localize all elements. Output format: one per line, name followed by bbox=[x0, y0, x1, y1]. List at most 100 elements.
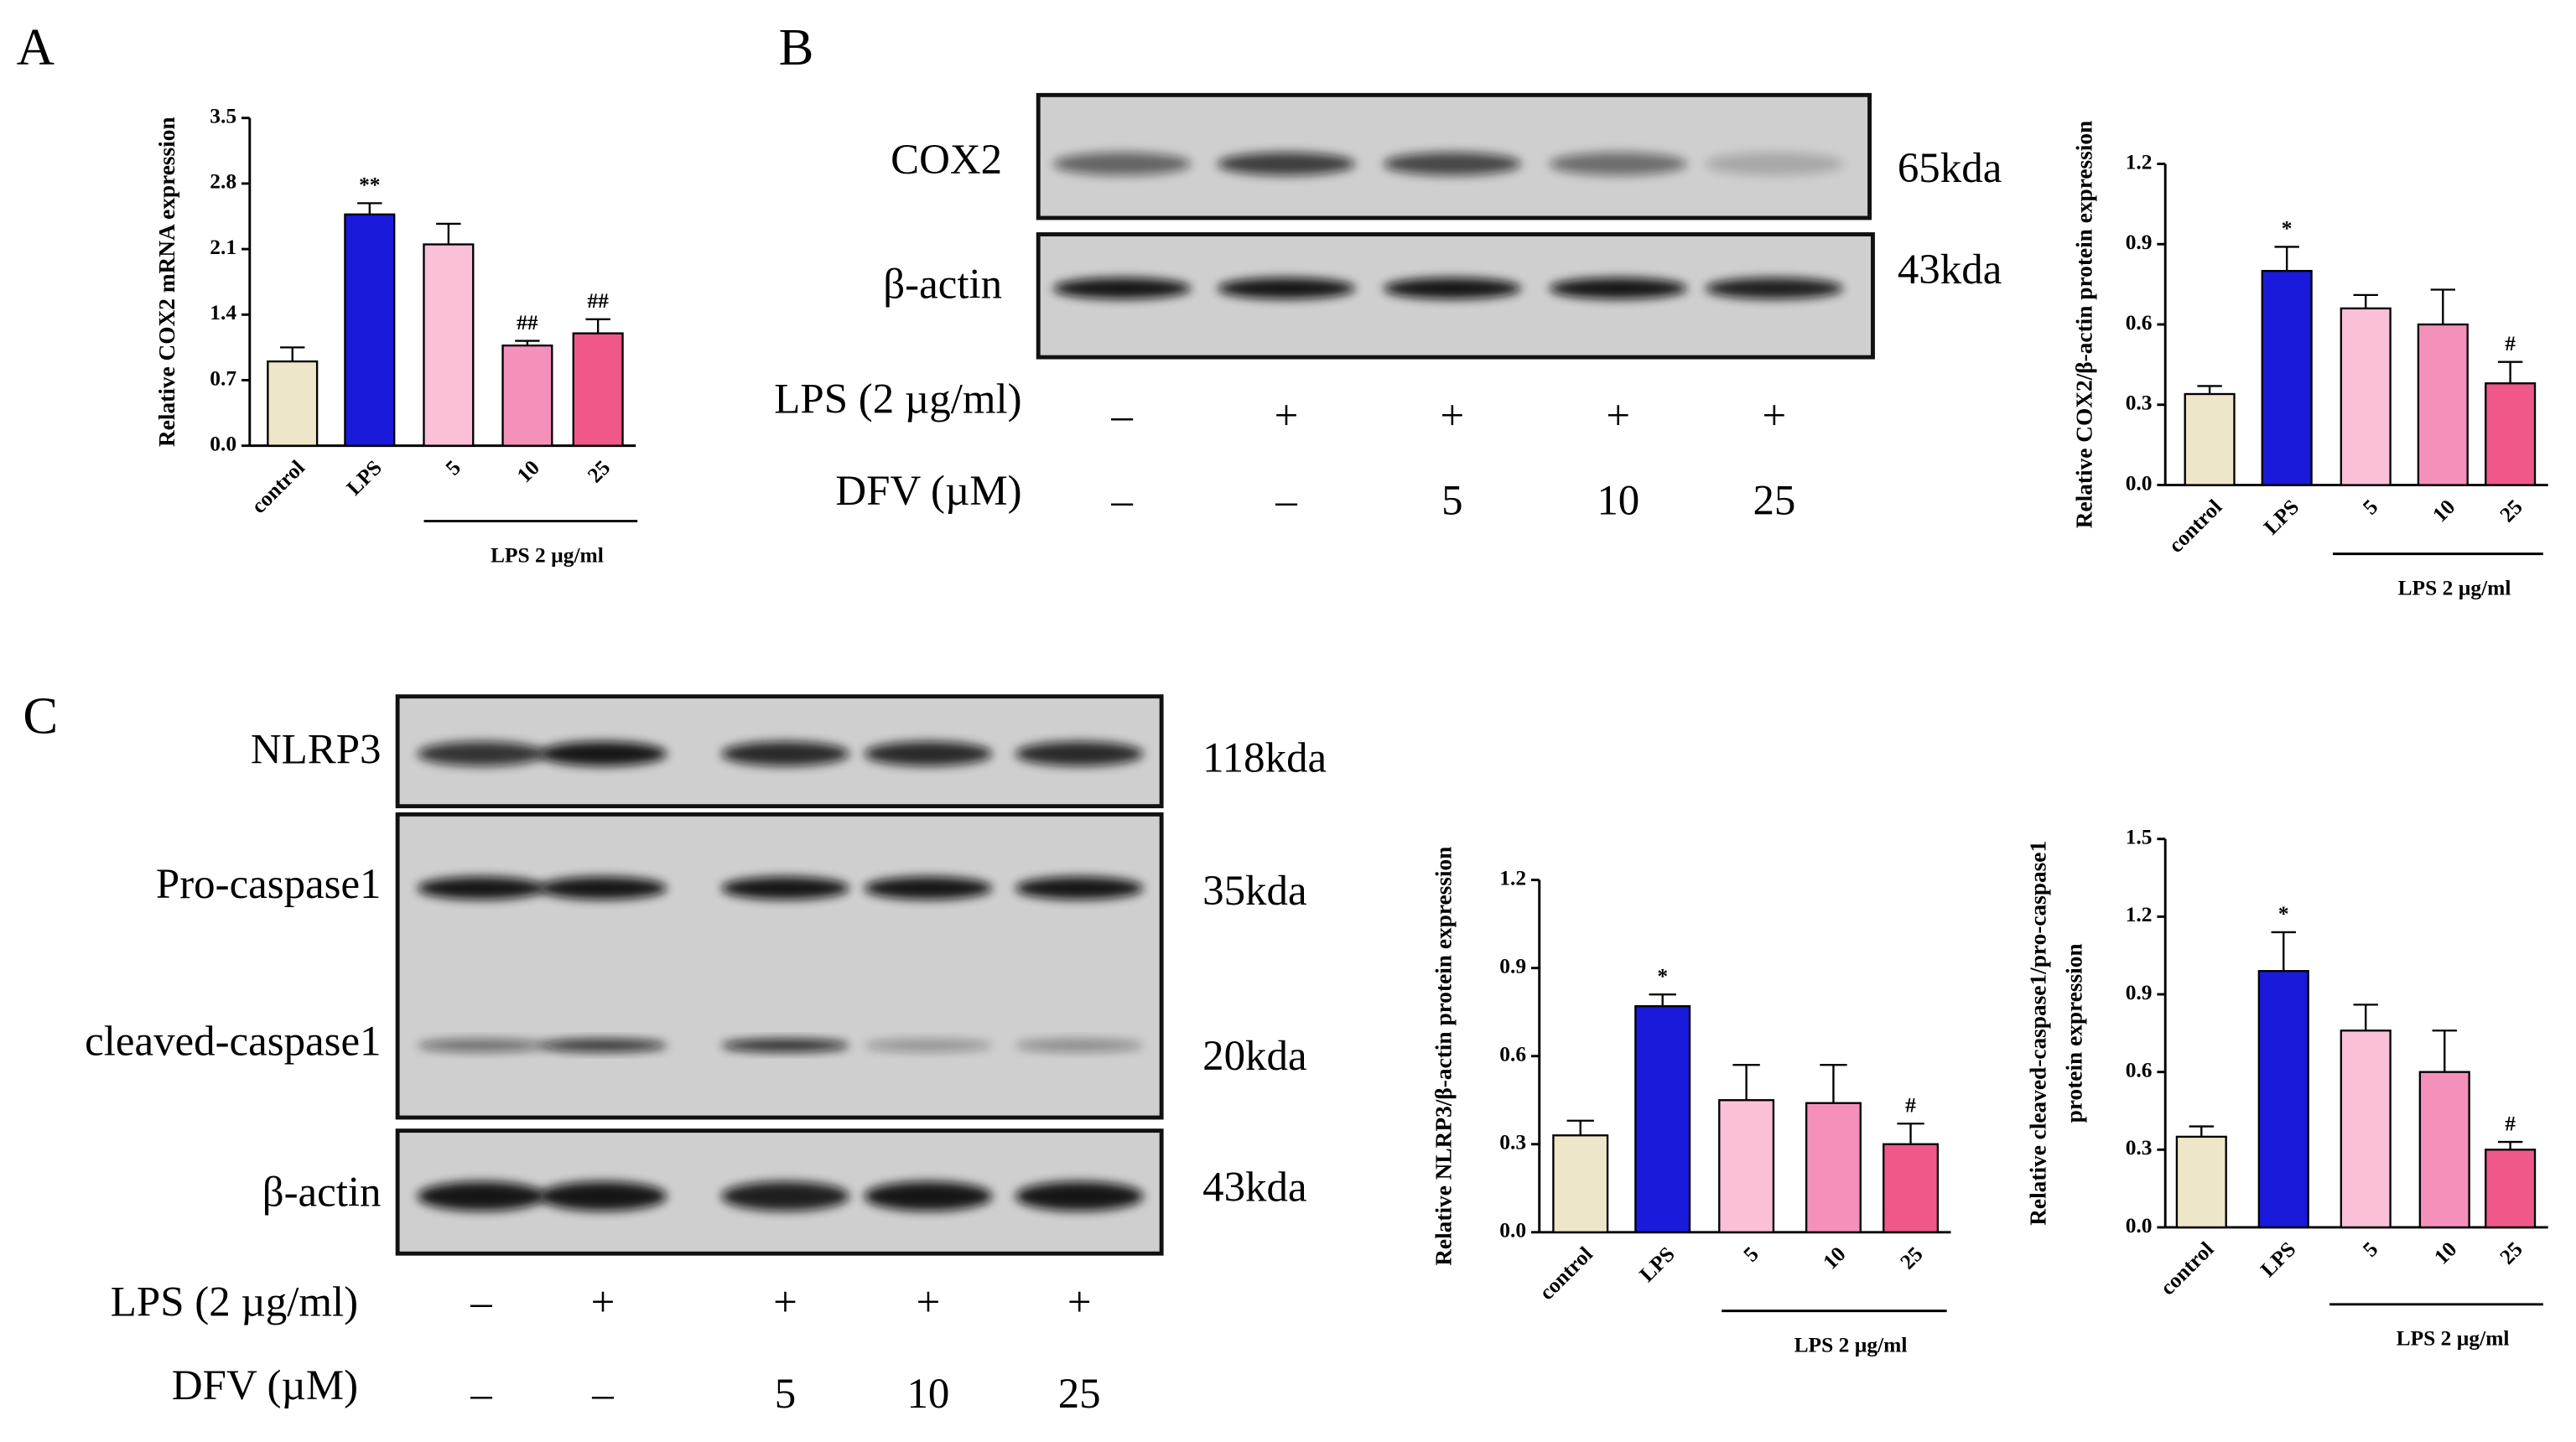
y-tick-label: 1.2 bbox=[2126, 149, 2153, 174]
y-tick-label: 2.8 bbox=[210, 169, 236, 194]
error-bar bbox=[2497, 1140, 2523, 1150]
group-label: LPS 2 µg/ml bbox=[2397, 1326, 2510, 1351]
treatment-value: – bbox=[470, 1279, 492, 1325]
blot-band bbox=[538, 876, 667, 900]
bar bbox=[1805, 1102, 1862, 1233]
bar bbox=[1718, 1099, 1775, 1233]
y-tick-label: 0.3 bbox=[1499, 1130, 1526, 1154]
bar bbox=[344, 213, 396, 447]
blot-band bbox=[417, 1039, 546, 1052]
error-bar bbox=[515, 340, 540, 346]
treatment-value: – bbox=[1110, 478, 1133, 525]
treatment-value: + bbox=[1067, 1279, 1092, 1325]
bar bbox=[267, 360, 319, 447]
bar bbox=[1883, 1143, 1940, 1233]
y-tick-label: 0.6 bbox=[2126, 310, 2153, 335]
y-tick-label: 1.2 bbox=[1499, 865, 1526, 890]
protein-label: β-actin bbox=[262, 1170, 382, 1216]
bar bbox=[423, 243, 475, 447]
error-bar bbox=[2353, 293, 2378, 309]
error-bar bbox=[2197, 385, 2222, 395]
treatment-value: + bbox=[1275, 392, 1299, 439]
panel-label: B bbox=[779, 18, 814, 76]
error-bar bbox=[1649, 993, 1676, 1007]
x-tick-label: LPS bbox=[2256, 1237, 2301, 1281]
blot-band bbox=[1383, 152, 1522, 176]
blot-band bbox=[1015, 1181, 1144, 1211]
treatment-value: 5 bbox=[775, 1371, 796, 1418]
significance-label: * bbox=[2282, 216, 2293, 241]
treatment-value: + bbox=[1441, 392, 1465, 439]
blot-band bbox=[1549, 152, 1688, 176]
group-label: LPS 2 µg/ml bbox=[491, 542, 604, 567]
blot-band bbox=[1705, 152, 1844, 176]
treatment-value: – bbox=[591, 1371, 614, 1418]
error-bar bbox=[2274, 246, 2299, 272]
x-tick-label: 5 bbox=[1738, 1242, 1763, 1266]
bar bbox=[2418, 1071, 2470, 1229]
y-tick-label: 0.6 bbox=[1499, 1042, 1526, 1066]
bar bbox=[572, 332, 624, 447]
significance-label: ## bbox=[587, 288, 609, 313]
blot-membrane bbox=[395, 812, 1164, 1120]
bar bbox=[2261, 269, 2313, 486]
x-tick-label: 10 bbox=[2429, 1237, 2462, 1268]
blot-band bbox=[538, 1039, 667, 1052]
error-bar bbox=[1566, 1119, 1594, 1136]
y-tick-label: 0.7 bbox=[210, 366, 236, 390]
x-tick-label: LPS bbox=[2259, 495, 2304, 539]
protein-label: β-actin bbox=[883, 262, 1002, 309]
treatment-label: DFV (µM) bbox=[835, 468, 1021, 515]
error-bar bbox=[2432, 1030, 2457, 1072]
blot-band bbox=[1015, 876, 1144, 900]
treatment-value: + bbox=[1606, 392, 1630, 439]
error-bar bbox=[436, 222, 461, 245]
blot-band bbox=[721, 741, 849, 766]
blot-band bbox=[1217, 152, 1356, 176]
x-tick-label: control bbox=[1535, 1242, 1597, 1305]
blot-band bbox=[864, 741, 993, 766]
error-bar bbox=[1732, 1064, 1760, 1101]
treatment-value: 10 bbox=[1597, 478, 1639, 525]
bar bbox=[501, 344, 553, 447]
y-axis-label: Relative NLRP3/β-actin protein expressio… bbox=[1431, 847, 1456, 1266]
error-bar bbox=[2271, 931, 2296, 972]
blot-band bbox=[1015, 741, 1144, 766]
x-tick-label: control bbox=[2155, 1237, 2218, 1299]
panel-label: A bbox=[17, 18, 55, 76]
blot-band bbox=[1052, 152, 1192, 176]
y-axis-label: Relative COX2/β-actin protein expression bbox=[2071, 121, 2096, 529]
significance-label: * bbox=[1657, 963, 1668, 988]
error-bar bbox=[2189, 1125, 2214, 1137]
treatment-value: – bbox=[1275, 478, 1297, 525]
y-tick-label: 1.5 bbox=[2126, 825, 2153, 849]
treatment-label: LPS (2 µg/ml) bbox=[774, 376, 1021, 423]
x-tick-label: 25 bbox=[1895, 1242, 1928, 1273]
treatment-value: 25 bbox=[1058, 1371, 1101, 1418]
protein-label: COX2 bbox=[891, 137, 1002, 184]
panel-label: C bbox=[23, 686, 58, 744]
y-tick-label: 0.9 bbox=[2126, 230, 2153, 254]
y-tick-label: 1.2 bbox=[2126, 902, 2153, 926]
significance-label: ** bbox=[359, 173, 380, 197]
x-tick-label: 10 bbox=[1818, 1242, 1851, 1273]
size-label: 20kda bbox=[1202, 1033, 1306, 1080]
error-bar bbox=[585, 318, 610, 334]
y-tick-label: 1.4 bbox=[210, 300, 236, 324]
x-tick-label: 10 bbox=[2428, 495, 2460, 526]
significance-label: # bbox=[2505, 331, 2516, 355]
treatment-value: – bbox=[1110, 392, 1133, 439]
size-label: 118kda bbox=[1202, 735, 1327, 782]
bar bbox=[2257, 970, 2309, 1229]
y-tick-label: 0.0 bbox=[1499, 1218, 1526, 1242]
blot-band bbox=[1015, 1039, 1144, 1052]
bar bbox=[2184, 392, 2236, 486]
blot-band bbox=[417, 876, 546, 900]
error-bar bbox=[357, 202, 382, 215]
y-axis-label: Relative COX2 mRNA expression bbox=[154, 117, 179, 447]
treatment-value: 10 bbox=[906, 1371, 949, 1418]
x-tick-label: 25 bbox=[583, 455, 615, 487]
treatment-value: + bbox=[591, 1279, 615, 1325]
y-axis-label: protein expression bbox=[2062, 943, 2087, 1123]
